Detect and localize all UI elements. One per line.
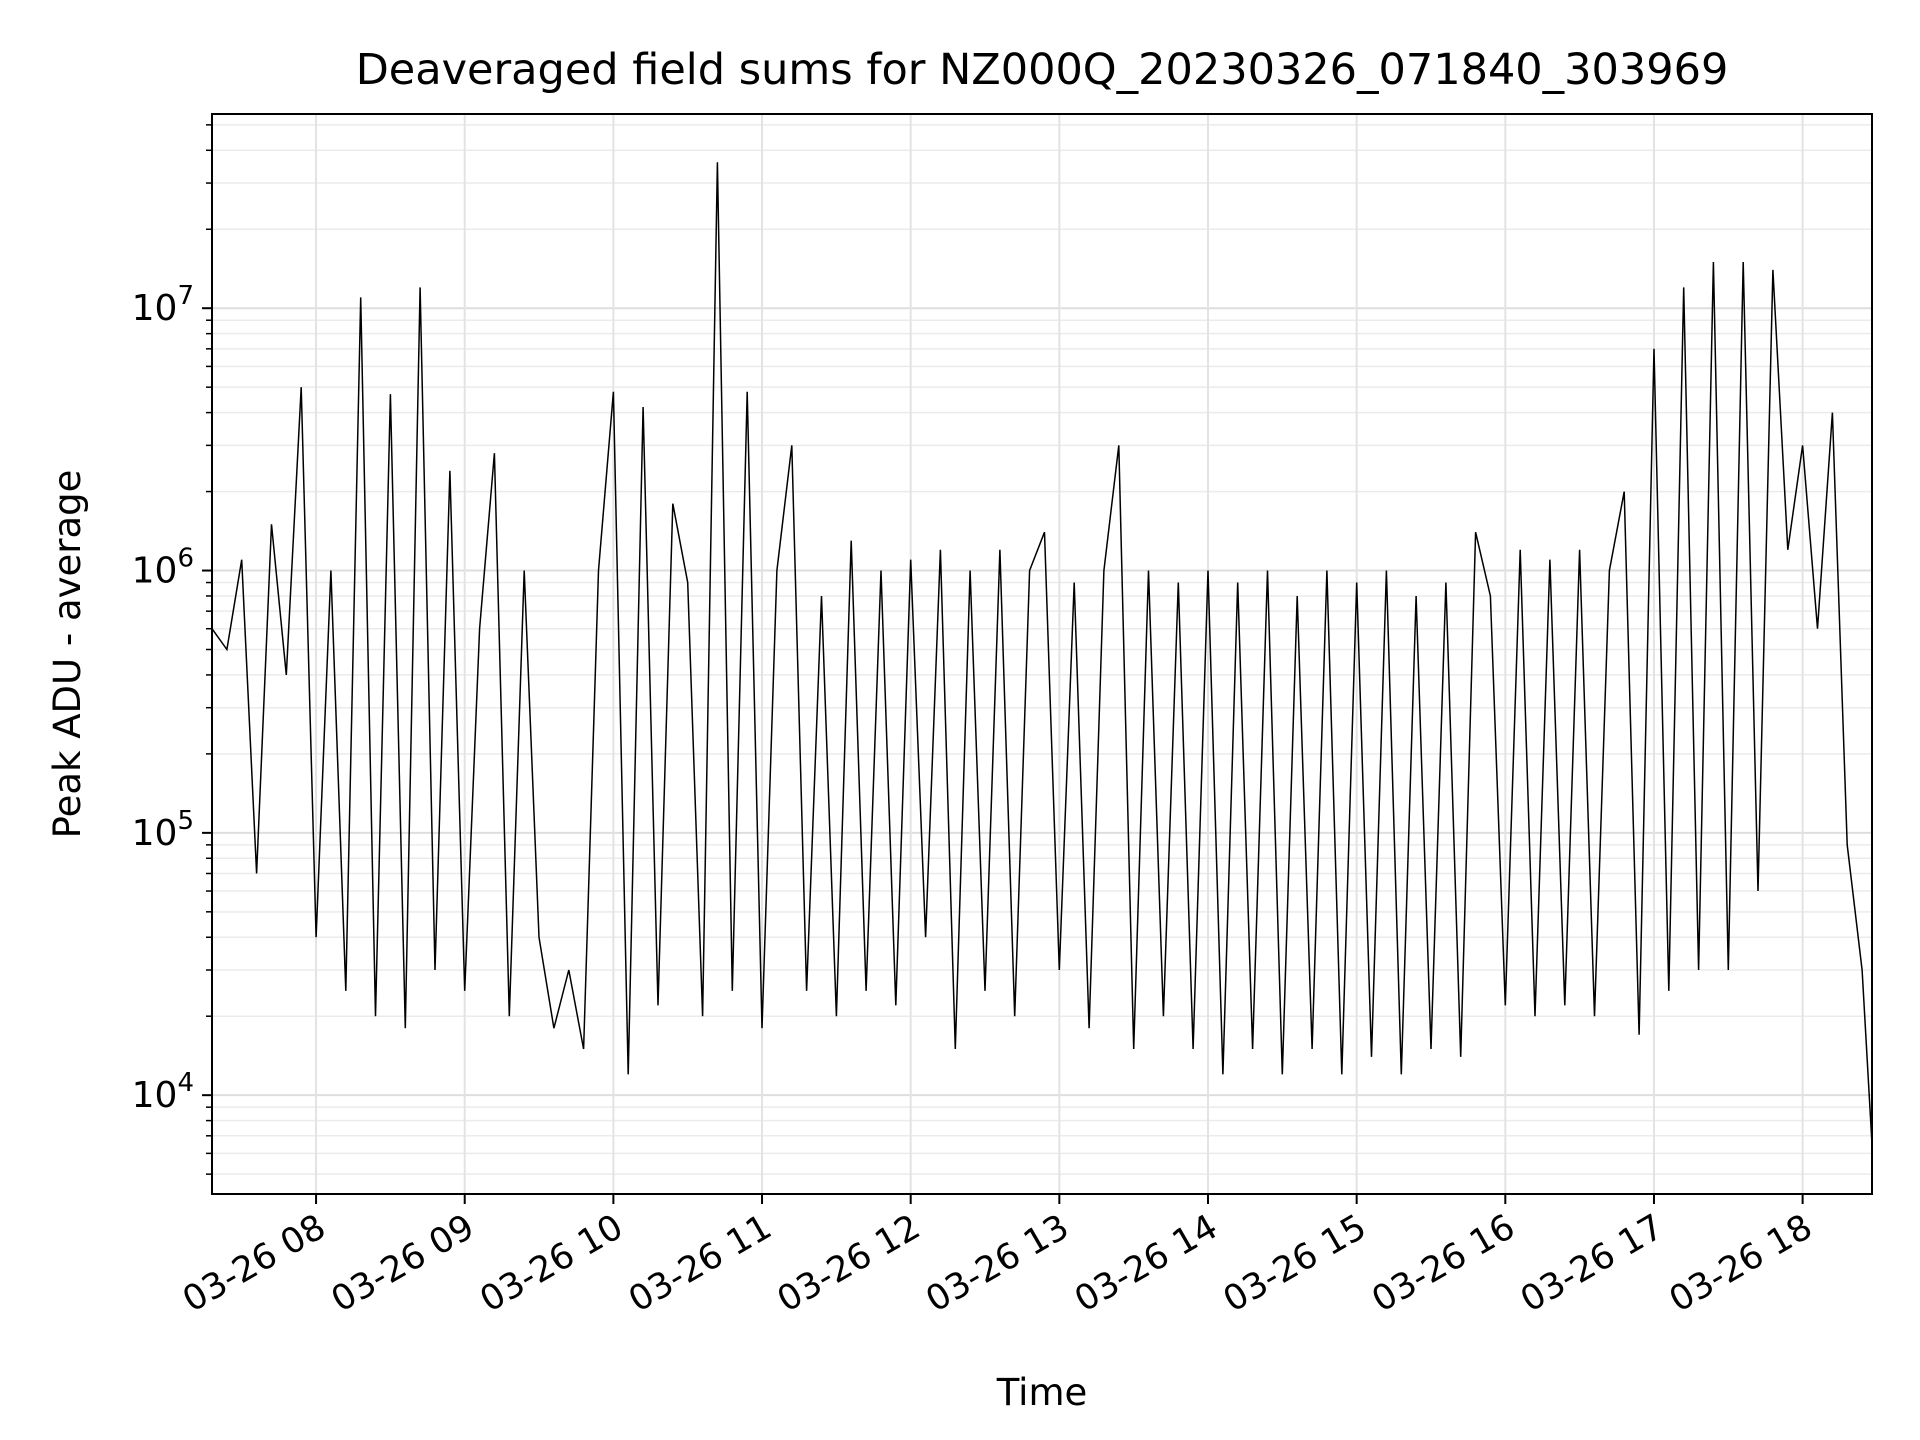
series-line-layer — [211, 162, 1873, 1145]
y-tick-label: 104 — [132, 1068, 194, 1116]
plot-frame — [211, 113, 1873, 1195]
y-tick-label: 106 — [132, 544, 194, 592]
chart-title: Deaveraged field sums for NZ000Q_2023032… — [356, 45, 1729, 95]
x-axis-label: Time — [996, 1371, 1088, 1414]
grid-lines — [212, 114, 1872, 1194]
y-axis-label: Peak ADU - average — [46, 470, 89, 839]
series-line — [211, 162, 1873, 1145]
y-axis-ticks: 104 105 106 107 — [132, 124, 212, 1175]
y-tick-label: 105 — [132, 806, 194, 854]
y-tick-label: 107 — [132, 281, 194, 329]
